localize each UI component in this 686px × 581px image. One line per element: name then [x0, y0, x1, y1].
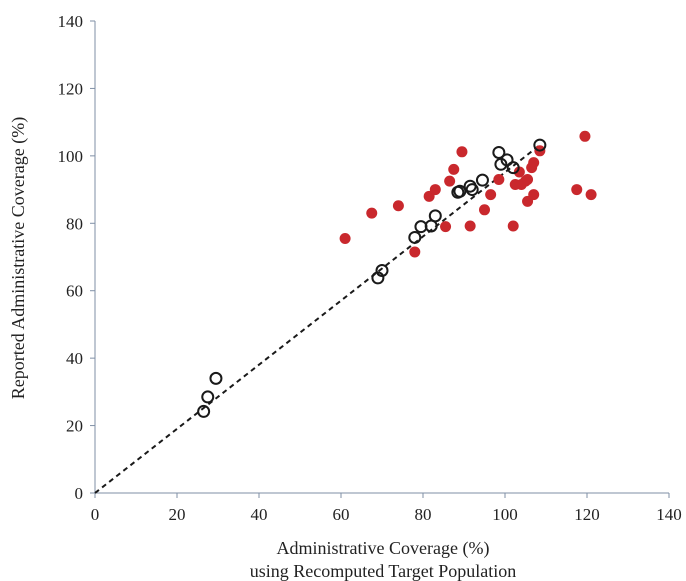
reported-point	[392, 200, 404, 212]
recomputed-point	[197, 404, 211, 418]
recomputed-series-points	[197, 138, 547, 418]
recomputed-point	[209, 371, 223, 385]
axes	[94, 21, 669, 494]
x-tick-label: 80	[415, 505, 432, 524]
y-tick-label: 120	[58, 79, 84, 98]
y-tick-label: 80	[66, 214, 83, 233]
recomputed-point	[506, 161, 520, 175]
reported-point	[479, 204, 490, 216]
x-tick-label: 40	[251, 505, 268, 524]
x-axis-title-line1: Administrative Coverage (%)	[277, 538, 490, 559]
recomputed-point	[201, 390, 215, 404]
reported-point	[464, 220, 476, 232]
x-tick-label: 20	[169, 505, 186, 524]
reported-point	[507, 220, 519, 232]
reported-point	[513, 166, 525, 178]
y-tick-label: 140	[58, 12, 84, 31]
y-tick-label: 20	[66, 417, 83, 436]
x-axis-title-line2: using Recomputed Target Population	[250, 561, 517, 581]
x-tick-label: 100	[492, 505, 518, 524]
reported-point	[440, 221, 452, 233]
x-tick-label: 140	[656, 505, 682, 524]
recomputed-point	[465, 183, 479, 197]
reported-point	[448, 163, 460, 175]
y-tick-label: 40	[66, 349, 83, 368]
reported-point	[493, 173, 505, 185]
y-axis-title: Reported Administrative Coverage (%)	[8, 117, 29, 399]
reported-series-points	[339, 130, 597, 258]
x-tick-label: 120	[574, 505, 600, 524]
reported-point	[485, 189, 497, 201]
reported-point	[366, 207, 378, 219]
y-tick-label: 0	[75, 484, 84, 503]
reported-point	[585, 189, 597, 201]
y-tick-label: 60	[66, 282, 83, 301]
x-tick-label: 0	[91, 505, 100, 524]
recomputed-point	[375, 263, 389, 277]
reported-point	[339, 232, 351, 244]
reported-point	[528, 157, 540, 169]
reported-point	[409, 246, 421, 258]
recomputed-point	[428, 209, 442, 223]
recomputed-point	[492, 145, 506, 159]
recomputed-point	[453, 184, 467, 198]
trendline-group	[94, 144, 541, 494]
trendline	[94, 144, 541, 494]
x-tick-label: 60	[333, 505, 350, 524]
reported-point	[456, 146, 468, 158]
tick-group: 0 20 40 60 80 100 120 140 0 20 40 60 80 100 120 140	[58, 12, 682, 524]
reported-point	[522, 173, 534, 185]
recomputed-point	[408, 230, 422, 244]
reported-point	[429, 184, 441, 196]
reported-point	[528, 189, 540, 201]
recomputed-point	[533, 138, 547, 152]
recomputed-point	[500, 153, 514, 167]
reported-point	[444, 175, 456, 187]
reported-point	[571, 184, 583, 196]
recomputed-point	[475, 173, 489, 187]
reported-point	[579, 130, 591, 142]
y-tick-label: 100	[58, 147, 84, 166]
